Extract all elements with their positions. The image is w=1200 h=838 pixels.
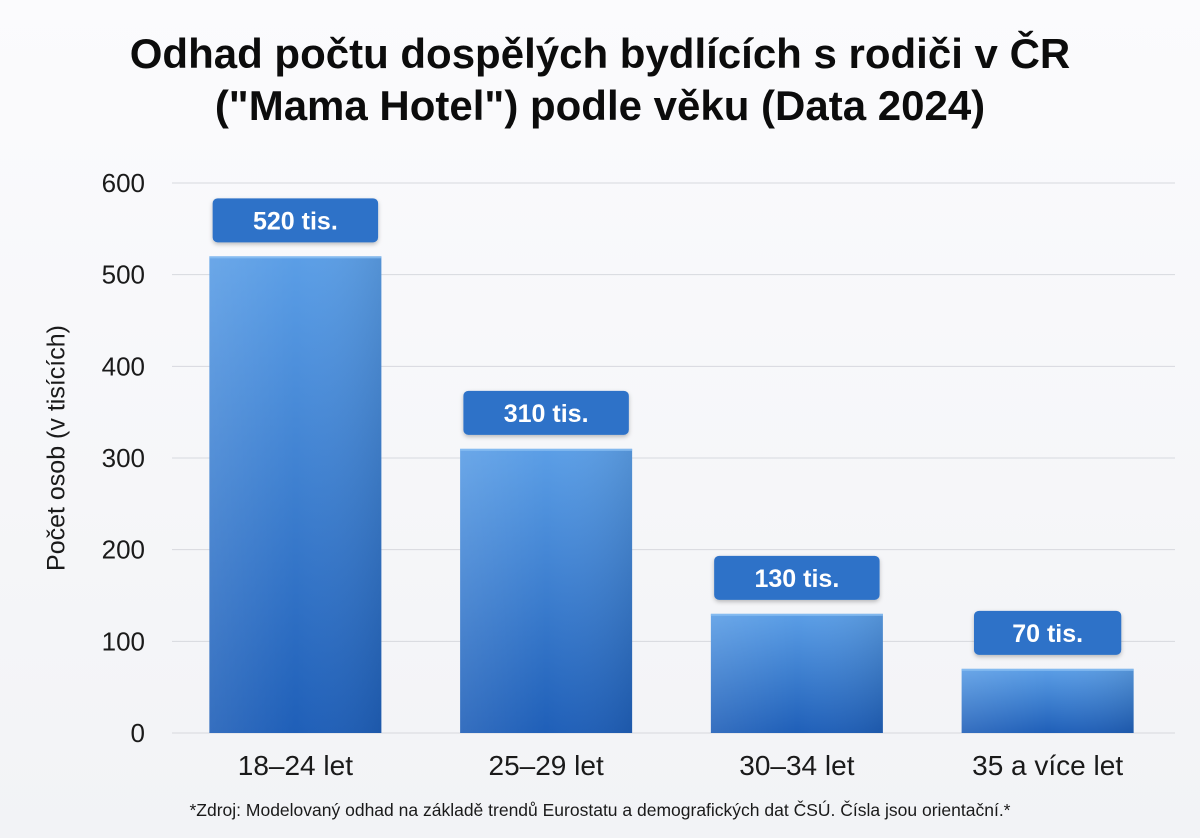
data-label-box: [714, 555, 880, 600]
y-tick-label: 100: [102, 626, 145, 656]
bar-top-edge: [710, 613, 883, 616]
y-tick-label: 600: [102, 168, 145, 198]
bar-top-edge: [209, 256, 382, 259]
data-label-text: 310 tis.: [504, 400, 589, 428]
bar-top-edge: [961, 668, 1134, 671]
y-tick-label: 400: [102, 351, 145, 381]
data-label: 310 tis.: [463, 390, 629, 435]
data-label-box: [973, 610, 1122, 655]
chart-title-line-1: Odhad počtu dospělých bydlících s rodiči…: [129, 30, 1071, 77]
bar-shine: [209, 256, 382, 733]
data-label-text: 130 tis.: [754, 565, 839, 593]
y-tick-label: 200: [102, 535, 145, 565]
bar-shine: [961, 668, 1134, 733]
chart-title: Odhad počtu dospělých bydlících s rodiči…: [0, 28, 1200, 132]
y-tick-label: 500: [102, 260, 145, 290]
data-label-text: 520 tis.: [253, 207, 338, 235]
chart-title-line-2: ("Mama Hotel") podle věku (Data 2024): [214, 82, 986, 129]
x-tick-label: 35 a více let: [972, 750, 1123, 781]
data-label-box: [212, 198, 379, 243]
x-tick-label: 30–34 let: [739, 750, 854, 781]
x-tick-label: 25–29 let: [489, 750, 604, 781]
bar-top-edge: [460, 448, 633, 451]
y-tick-label: 300: [102, 443, 145, 473]
x-tick-label: 18–24 let: [238, 750, 353, 781]
data-label: 70 tis.: [973, 610, 1122, 655]
data-label-text: 70 tis.: [1012, 620, 1083, 648]
source-note: *Zdroj: Modelovaný odhad na základě tren…: [189, 800, 1011, 820]
data-label: 130 tis.: [714, 555, 880, 600]
data-label: 520 tis.: [212, 198, 379, 243]
bar-shine: [710, 613, 883, 733]
bar-shine: [460, 448, 633, 733]
y-tick-label: 0: [131, 718, 145, 748]
data-label-box: [463, 390, 629, 435]
